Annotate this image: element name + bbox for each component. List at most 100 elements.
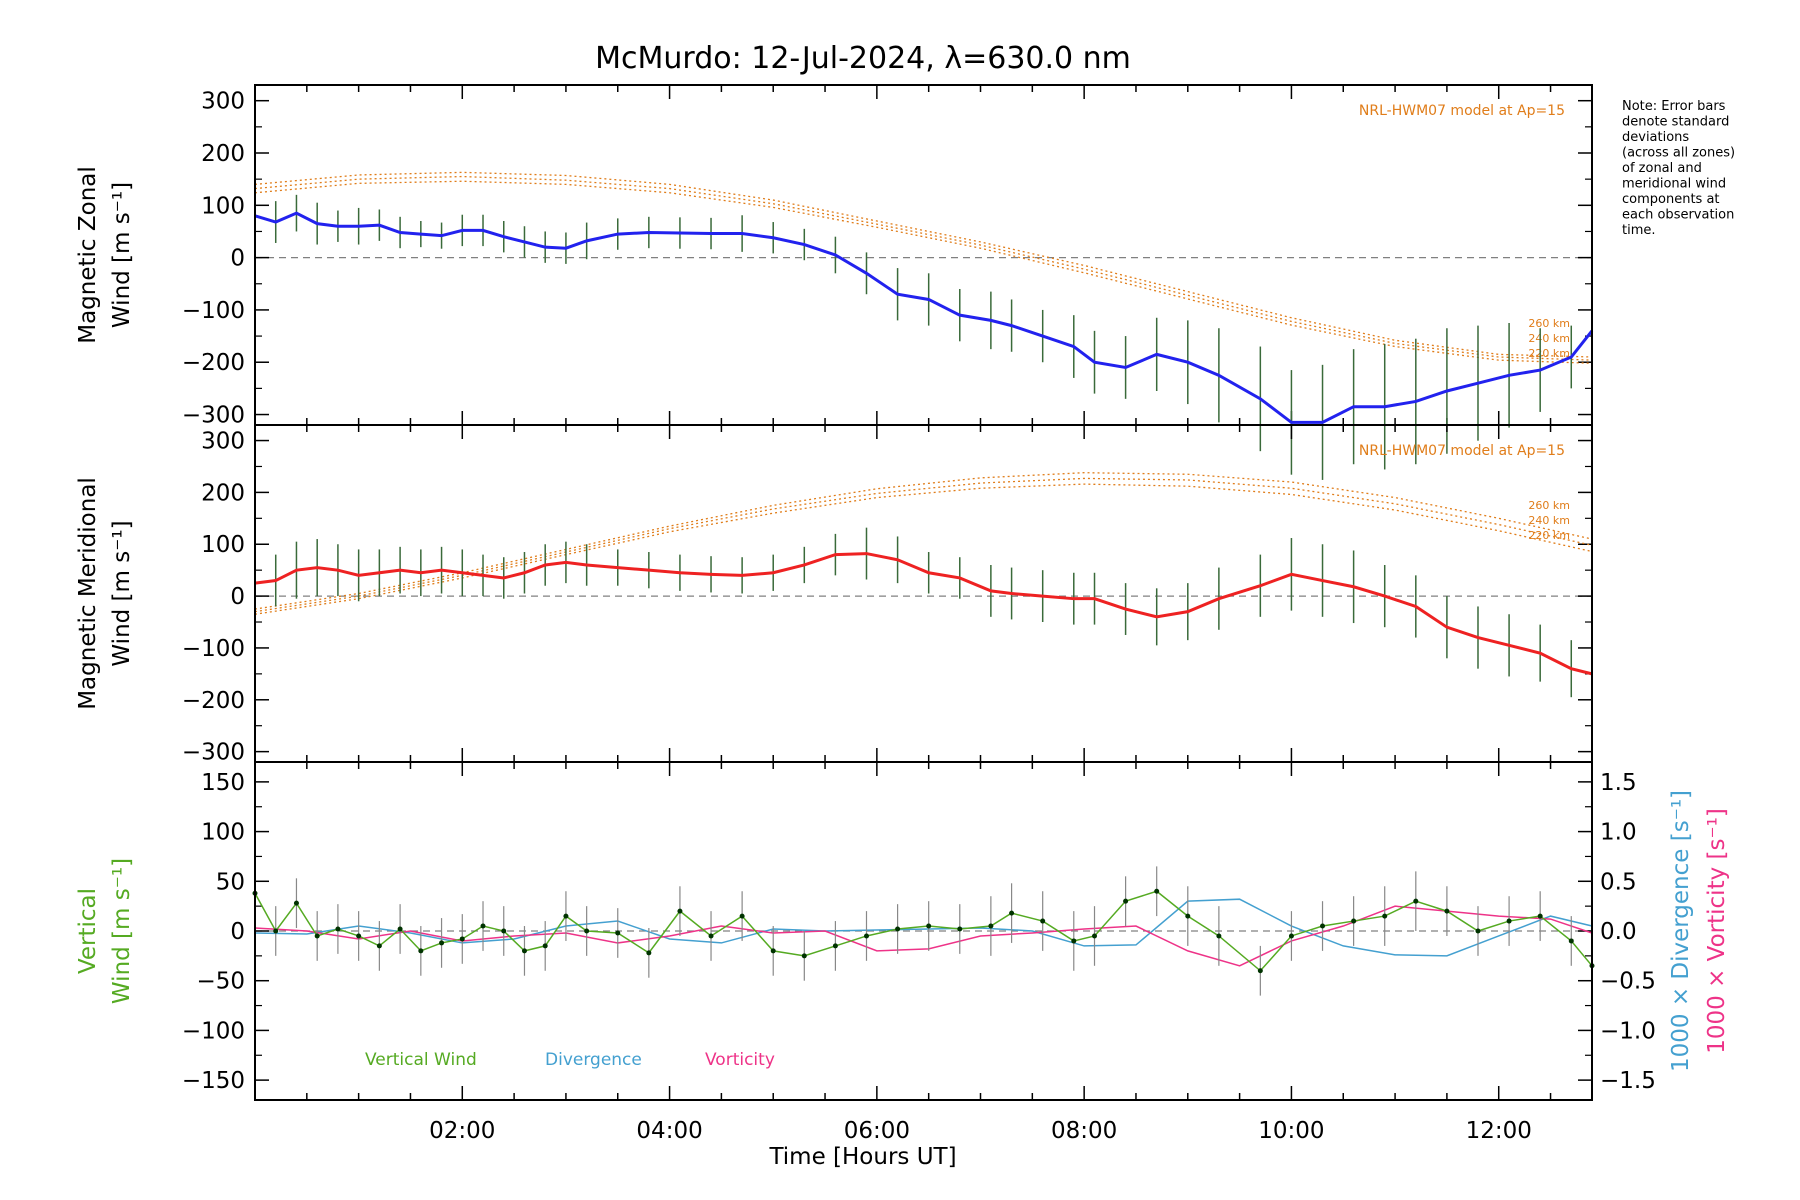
y-tick-label: 100 bbox=[201, 193, 245, 219]
vertical-wind-point bbox=[335, 926, 341, 932]
y-tick-label: −300 bbox=[182, 740, 245, 766]
vertical-wind-point bbox=[542, 943, 548, 949]
vertical-wind-point bbox=[439, 940, 445, 946]
model-altitude-label: 220 km bbox=[1528, 347, 1570, 360]
panel-frame bbox=[254, 761, 1593, 1101]
vertical-wind-point bbox=[801, 953, 807, 959]
right-tick-label: −1.5 bbox=[1600, 1068, 1656, 1094]
y-tick-label: −50 bbox=[196, 969, 245, 995]
y-tick-label: 200 bbox=[201, 480, 245, 506]
panel-frame bbox=[254, 84, 1593, 426]
y-tick-label: 300 bbox=[201, 429, 245, 455]
x-tick-label: 06:00 bbox=[844, 1118, 910, 1144]
note-line: time. bbox=[1622, 223, 1656, 238]
vertical-wind-point bbox=[1444, 908, 1450, 914]
y-tick-label: 150 bbox=[201, 770, 245, 796]
vertical-wind-point bbox=[459, 936, 465, 942]
vorticity-label: 1000 × Vorticity [s⁻¹] bbox=[1704, 808, 1730, 1054]
y-tick-label: 0 bbox=[230, 584, 245, 610]
vertical-wind-point bbox=[1351, 918, 1357, 924]
model-label: NRL-HWM07 model at Ap=15 bbox=[1359, 103, 1565, 119]
vertical-wind-point bbox=[1040, 918, 1046, 924]
note-line: components at bbox=[1622, 192, 1720, 207]
y-tick-label: 0 bbox=[230, 246, 245, 272]
vertical-wind-point bbox=[926, 923, 932, 929]
vertical-wind-point bbox=[1185, 913, 1191, 919]
vertical-wind-point bbox=[1320, 923, 1326, 929]
y-label-line: Magnetic Zonal bbox=[75, 166, 101, 344]
note-line: denote standard bbox=[1622, 115, 1729, 130]
vertical-wind-point bbox=[1257, 968, 1263, 974]
y-label-line: Wind [m s⁻¹] bbox=[109, 182, 135, 328]
vertical-wind-point bbox=[1216, 933, 1222, 939]
vertical-panel: 150 100 50 0 −50 −100 −150 Vertical Wind [m s⁻¹]… bbox=[75, 761, 1730, 1101]
vertical-wind-point bbox=[293, 900, 299, 906]
right-tick-label: −0.5 bbox=[1600, 969, 1656, 995]
vertical-wind-point bbox=[739, 913, 745, 919]
vertical-wind-point bbox=[1475, 928, 1481, 934]
vertical-wind-point bbox=[418, 948, 424, 954]
model-altitude-label: 260 km bbox=[1528, 317, 1570, 330]
model-curve bbox=[254, 175, 1593, 361]
vertical-wind-point bbox=[1537, 913, 1543, 919]
vertical-wind-point bbox=[895, 926, 901, 932]
chart-title: McMurdo: 12-Jul-2024, λ=630.0 nm bbox=[595, 41, 1131, 76]
y-label-line: Vertical bbox=[75, 888, 101, 974]
x-tick-label: 08:00 bbox=[1051, 1118, 1117, 1144]
y-tick-label: −100 bbox=[182, 298, 245, 324]
note-line: deviations bbox=[1622, 130, 1689, 145]
y-tick-label: 200 bbox=[201, 141, 245, 167]
y-axis-label: Magnetic Meridional Wind [m s⁻¹] bbox=[75, 477, 135, 710]
model-curve bbox=[254, 472, 1593, 610]
vertical-wind-point bbox=[1506, 918, 1512, 924]
vertical-wind-point bbox=[615, 930, 621, 936]
right-tick-label: −1.0 bbox=[1600, 1018, 1656, 1044]
y-tick-label: 0 bbox=[230, 919, 245, 945]
vertical-wind-point bbox=[1154, 888, 1160, 894]
y-tick-label: −200 bbox=[182, 350, 245, 376]
vertical-wind-point bbox=[863, 933, 869, 939]
vertical-wind-point bbox=[1288, 933, 1294, 939]
y-tick-label: 100 bbox=[201, 820, 245, 846]
vertical-wind-point bbox=[832, 943, 838, 949]
y-tick-label: −300 bbox=[182, 403, 245, 429]
y-label-line: Magnetic Meridional bbox=[75, 477, 101, 710]
note-line: each observation bbox=[1622, 208, 1734, 223]
vorticity-line bbox=[254, 905, 1593, 967]
zonal-wind-line bbox=[254, 211, 1594, 424]
x-tick-label: 02:00 bbox=[429, 1118, 495, 1144]
divergence-label: 1000 × Divergence [s⁻¹] bbox=[1668, 790, 1694, 1072]
vertical-wind-point bbox=[646, 950, 652, 956]
model-curve bbox=[254, 180, 1593, 364]
y-tick-label: −200 bbox=[182, 688, 245, 714]
vertical-wind-point bbox=[480, 923, 486, 929]
y-tick-label: −100 bbox=[182, 636, 245, 662]
vertical-wind-point bbox=[1413, 898, 1419, 904]
vertical-wind-point bbox=[521, 948, 527, 954]
right-tick-label: 0.5 bbox=[1600, 869, 1637, 895]
y-tick-label: 300 bbox=[201, 89, 245, 115]
vertical-wind-point bbox=[1071, 938, 1077, 944]
vertical-wind-point bbox=[356, 933, 362, 939]
vorticity-axis-label: 1000 × Vorticity [s⁻¹] bbox=[1704, 808, 1730, 1054]
model-curve bbox=[254, 483, 1593, 615]
x-tick-label: 04:00 bbox=[636, 1118, 702, 1144]
vertical-wind-point bbox=[1123, 898, 1129, 904]
panel-frame bbox=[254, 424, 1593, 763]
vertical-wind-point bbox=[988, 923, 994, 929]
model-curve bbox=[254, 171, 1593, 358]
vertical-wind-line bbox=[254, 890, 1593, 972]
right-tick-label: 1.0 bbox=[1600, 820, 1637, 846]
note-line: of zonal and bbox=[1622, 161, 1702, 176]
vertical-wind-point bbox=[1092, 933, 1098, 939]
vertical-wind-point bbox=[584, 928, 590, 934]
y-tick-label: −100 bbox=[182, 1018, 245, 1044]
vertical-wind-point bbox=[1568, 938, 1574, 944]
vertical-wind-point bbox=[708, 933, 714, 939]
vertical-wind-point bbox=[1009, 910, 1015, 916]
legend-entry: Divergence bbox=[545, 1050, 642, 1070]
vertical-wind-point bbox=[376, 943, 382, 949]
vertical-wind-point bbox=[770, 948, 776, 954]
